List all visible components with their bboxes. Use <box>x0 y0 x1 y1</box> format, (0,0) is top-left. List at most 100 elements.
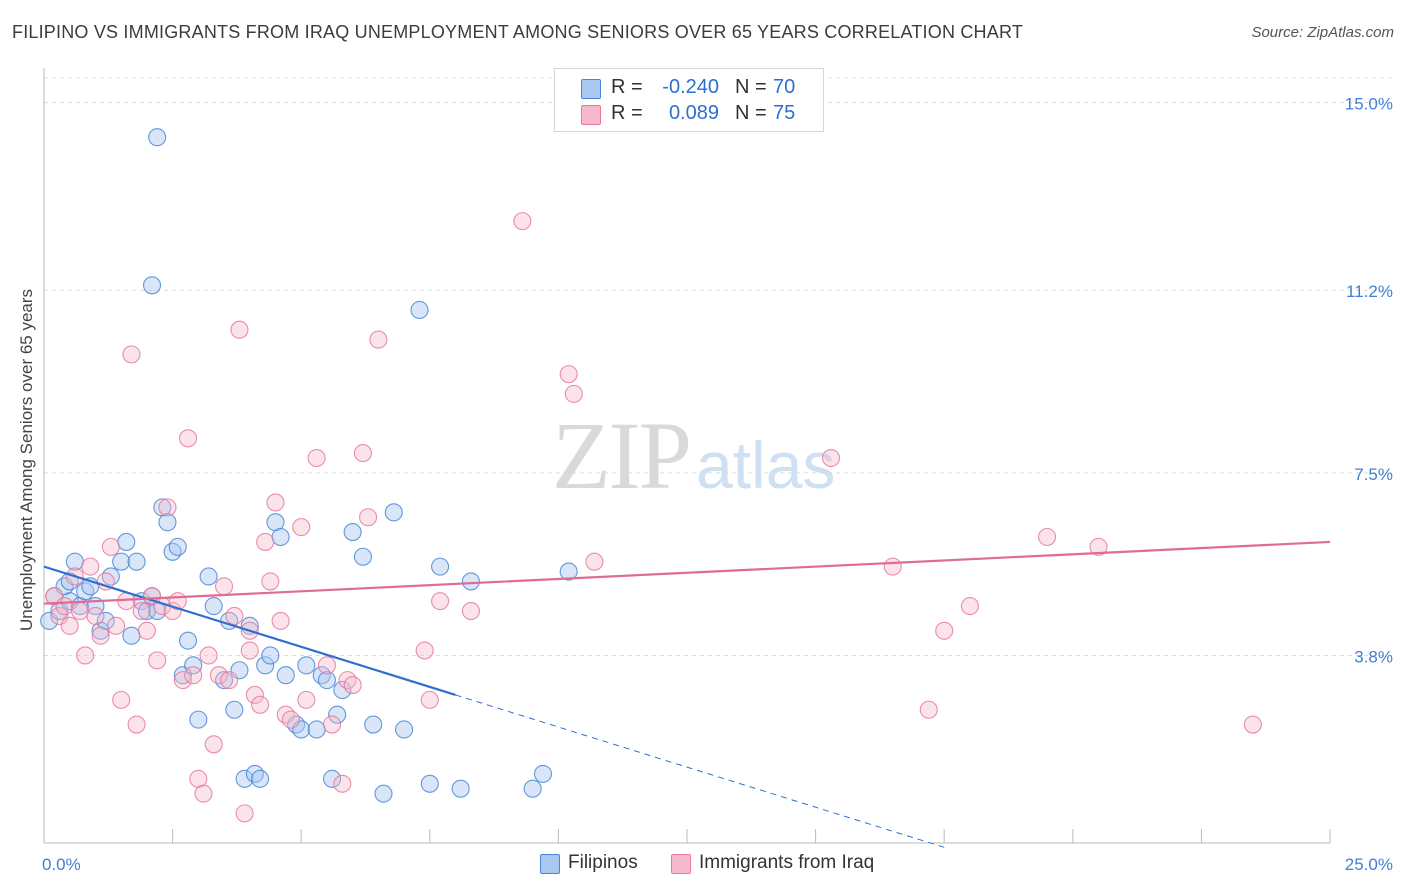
point-filipinos <box>184 656 203 675</box>
point-filipinos <box>261 646 280 665</box>
y-axis-label: Unemployment Among Seniors over 65 years <box>17 288 36 632</box>
legend-row-iraq: R = 0.089 N = 75 <box>555 101 823 127</box>
point-iraq <box>323 715 342 734</box>
point-filipinos <box>235 769 254 788</box>
series-legend: Filipinos Immigrants from Iraq <box>540 852 902 878</box>
point-iraq <box>184 666 203 685</box>
point-iraq <box>883 557 902 576</box>
point-iraq <box>106 616 126 635</box>
chart-title: FILIPINO VS IMMIGRANTS FROM IRAQ UNEMPLO… <box>12 22 1024 42</box>
point-iraq <box>343 676 362 695</box>
trend-line-filipinos <box>43 565 456 696</box>
point-filipinos <box>307 720 326 739</box>
point-filipinos <box>374 784 393 803</box>
point-filipinos <box>420 774 439 793</box>
point-iraq <box>935 621 954 640</box>
point-filipinos <box>101 567 120 586</box>
point-iraq <box>1243 715 1262 734</box>
legend-row-filipinos: R = -0.240 N = 70 <box>555 75 823 101</box>
point-iraq <box>158 498 177 517</box>
point-iraq <box>353 444 372 463</box>
point-filipinos <box>353 547 372 566</box>
point-iraq <box>338 671 357 690</box>
y-axis-label-wrap: Unemployment Among Seniors over 65 years <box>10 250 44 670</box>
x-tick-label: 0.0% <box>42 855 81 874</box>
point-iraq <box>821 448 841 468</box>
point-filipinos <box>559 562 578 581</box>
point-iraq <box>86 606 105 626</box>
point-filipinos <box>204 597 223 616</box>
point-iraq <box>919 700 938 719</box>
correlation-legend: R = -0.240 N = 70 R = 0.089 N = 75 <box>554 68 824 132</box>
point-filipinos <box>461 572 481 591</box>
point-iraq <box>112 690 131 709</box>
watermark-atlas: atlas <box>696 428 836 502</box>
point-iraq <box>461 601 481 621</box>
source-credit: Source: ZipAtlas.com <box>1251 24 1394 41</box>
legend-item-filipinos[interactable]: Filipinos <box>540 852 638 874</box>
legend-n-value: 75 <box>773 102 796 124</box>
point-iraq <box>132 601 151 621</box>
point-filipinos <box>112 552 131 571</box>
legend-label-filipinos: Filipinos <box>568 852 638 873</box>
legend-swatch-iraq <box>581 105 601 125</box>
point-filipinos <box>214 671 234 690</box>
point-filipinos <box>117 532 136 551</box>
legend-r-label: R = <box>611 102 643 124</box>
point-iraq <box>1038 527 1057 547</box>
legend-item-iraq[interactable]: Immigrants from Iraq <box>670 852 874 874</box>
legend-n-label: N = <box>735 102 767 124</box>
trend-line-iraq <box>43 540 1331 605</box>
legend-n-label: N = <box>735 76 767 98</box>
point-filipinos <box>163 542 182 561</box>
watermark: ZIPatlas <box>552 400 835 511</box>
legend-r-value: 0.089 <box>668 102 719 124</box>
point-filipinos <box>533 764 553 783</box>
point-iraq <box>199 646 218 665</box>
point-iraq <box>513 212 532 231</box>
point-filipinos <box>127 552 146 571</box>
point-filipinos <box>256 656 275 675</box>
point-iraq <box>60 616 79 635</box>
point-filipinos <box>168 537 187 556</box>
legend-swatch-iraq <box>670 854 691 874</box>
x-tick-label: 25.0% <box>1345 855 1393 874</box>
point-iraq <box>261 572 280 591</box>
point-iraq <box>1089 537 1108 556</box>
y-tick-label: 11.2% <box>1346 282 1393 301</box>
point-iraq <box>266 493 285 512</box>
point-filipinos <box>297 656 316 675</box>
point-filipinos <box>523 779 542 798</box>
legend-r-label: R = <box>611 76 643 98</box>
point-filipinos <box>148 128 167 147</box>
y-tick-label: 7.5% <box>1354 465 1393 484</box>
point-filipinos <box>317 671 336 690</box>
legend-r-value: -0.240 <box>662 76 719 98</box>
point-iraq <box>585 552 604 571</box>
point-iraq <box>91 626 110 645</box>
point-iraq <box>137 621 156 640</box>
point-iraq <box>369 330 388 349</box>
point-iraq <box>235 804 254 823</box>
point-iraq <box>214 577 234 596</box>
point-iraq <box>163 601 182 621</box>
point-iraq <box>230 320 249 339</box>
point-iraq <box>70 601 90 621</box>
point-filipinos <box>384 503 403 522</box>
point-iraq <box>173 671 192 690</box>
point-filipinos <box>60 572 79 591</box>
point-iraq <box>240 641 259 660</box>
point-iraq <box>220 671 239 690</box>
point-iraq <box>271 611 290 630</box>
point-filipinos <box>271 527 290 547</box>
point-iraq <box>225 606 244 626</box>
point-iraq <box>281 710 300 729</box>
point-iraq <box>55 597 74 616</box>
point-iraq <box>317 656 336 675</box>
legend-n-value: 70 <box>773 76 796 98</box>
legend-swatch-filipinos <box>581 79 601 99</box>
point-iraq <box>81 557 100 576</box>
point-filipinos <box>225 700 244 719</box>
point-filipinos <box>122 626 141 645</box>
